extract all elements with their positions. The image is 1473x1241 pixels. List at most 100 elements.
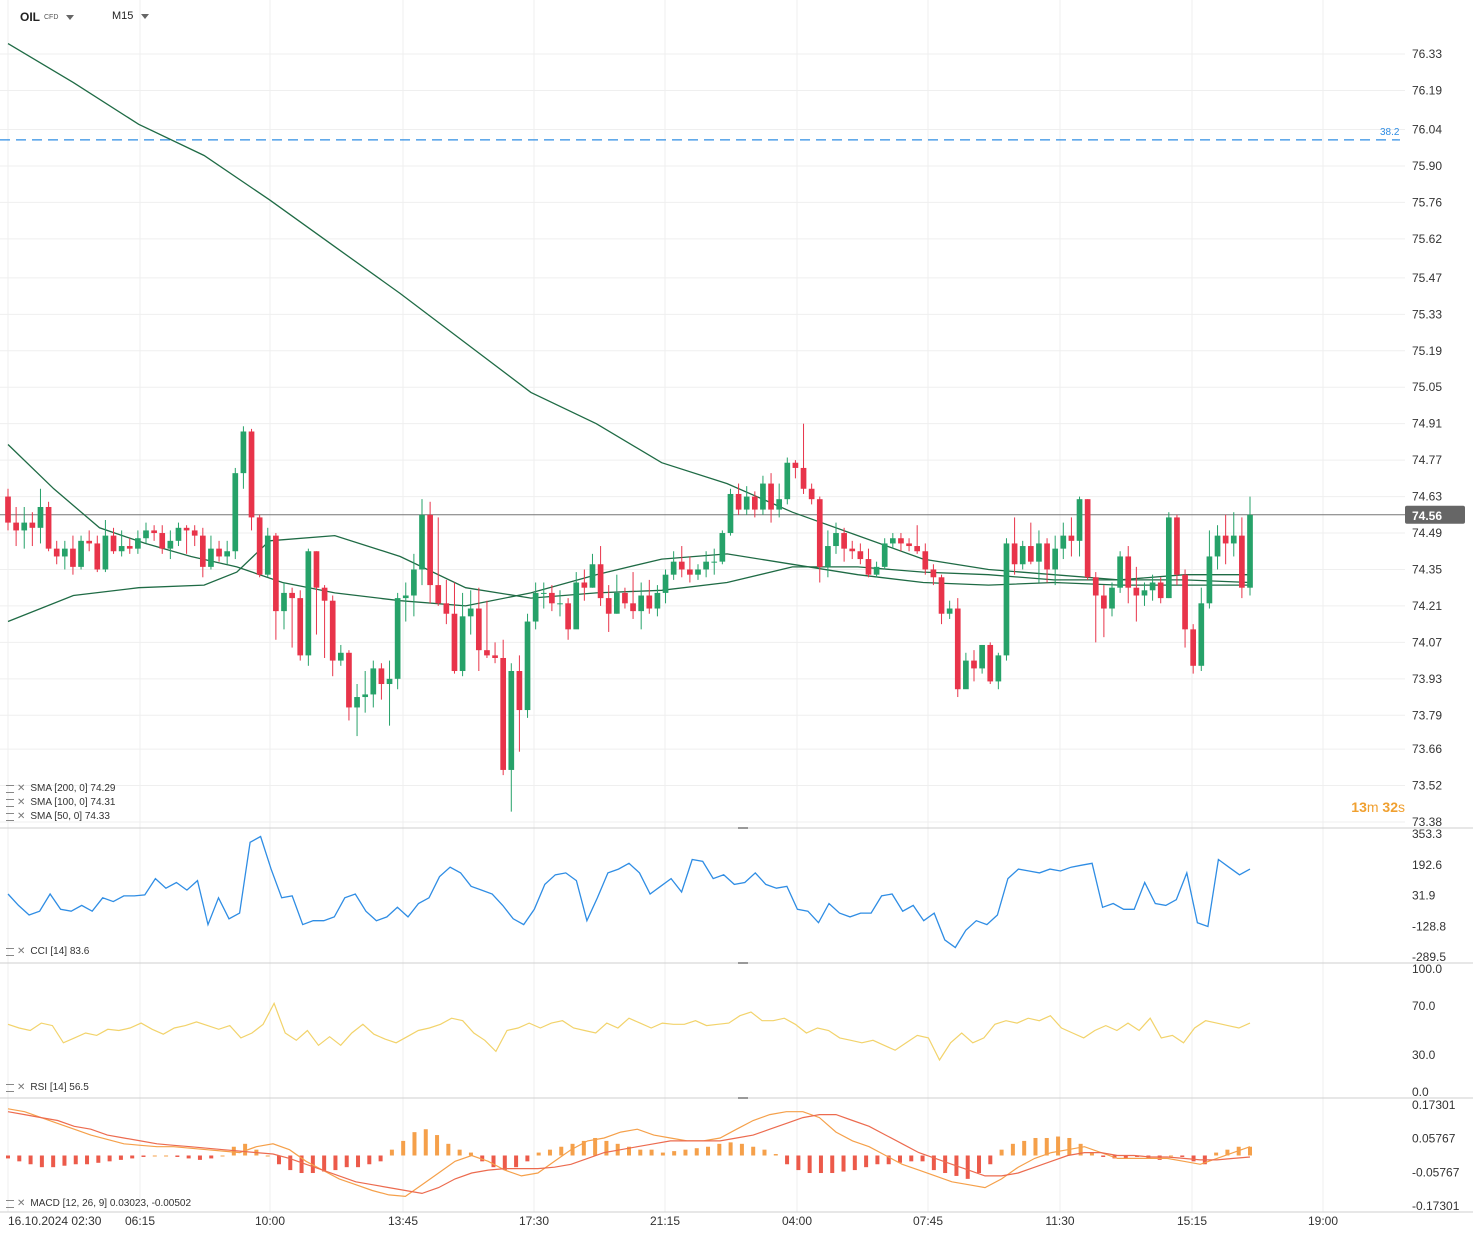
- sma50-line: [7, 534, 1250, 623]
- candle-up: [638, 595, 645, 612]
- timeframe-selector[interactable]: M15: [112, 10, 150, 22]
- price-tick-label: 73.66: [1412, 742, 1442, 756]
- candle-down: [1125, 556, 1132, 588]
- candle-up: [305, 551, 312, 656]
- time-tick-label: 19:00: [1308, 1214, 1338, 1228]
- macd-histogram-bar: [762, 1149, 767, 1156]
- menu-icon[interactable]: [6, 947, 14, 956]
- macd-histogram-bar: [1123, 1155, 1128, 1159]
- legend-sma100[interactable]: ✕ SMA [100, 0] 74.31: [6, 797, 115, 808]
- candle-down: [159, 533, 166, 549]
- candle-down: [313, 551, 320, 588]
- candle-up: [337, 652, 344, 661]
- candle-down: [492, 655, 498, 658]
- timeframe-label: M15: [112, 10, 134, 22]
- macd-histogram-bar: [547, 1149, 552, 1156]
- close-icon[interactable]: ✕: [17, 811, 26, 822]
- close-icon[interactable]: ✕: [17, 1082, 26, 1093]
- candle-down: [906, 543, 912, 547]
- menu-icon[interactable]: [6, 1083, 14, 1092]
- candle-down: [971, 660, 977, 669]
- candle-up: [784, 462, 791, 500]
- macd-histogram-bar: [1101, 1155, 1106, 1157]
- rsi-tick-label: 70.0: [1412, 999, 1436, 1013]
- pane-resize-handle[interactable]: [738, 962, 748, 964]
- candle-down: [110, 535, 117, 552]
- time-tick-label: 04:00: [782, 1214, 812, 1228]
- macd-histogram-bar: [785, 1155, 790, 1165]
- time-tick-label: 13:45: [388, 1214, 418, 1228]
- legend-rsi[interactable]: ✕ RSI [14] 56.5: [6, 1082, 89, 1093]
- pane-resize-handle[interactable]: [738, 1097, 748, 1099]
- close-icon[interactable]: ✕: [17, 946, 26, 957]
- macd-histogram-bar: [367, 1155, 372, 1165]
- candle-up: [711, 561, 718, 563]
- symbol-label: OIL: [20, 10, 40, 24]
- candle-up: [362, 694, 369, 698]
- candle-up: [411, 569, 417, 596]
- close-icon[interactable]: ✕: [17, 797, 26, 808]
- candle-up: [776, 499, 783, 510]
- macd-histogram-bar: [988, 1155, 993, 1165]
- macd-histogram-bar: [581, 1140, 586, 1156]
- menu-icon[interactable]: [6, 1199, 14, 1208]
- candle-up: [37, 506, 44, 528]
- timer-seconds: 32: [1382, 799, 1398, 815]
- macd-histogram-bar: [1056, 1136, 1061, 1156]
- candle-down: [484, 650, 490, 656]
- macd-histogram-bar: [570, 1143, 575, 1156]
- candle-up: [394, 598, 401, 679]
- macd-histogram-bar: [931, 1155, 936, 1171]
- legend-sma200-text: SMA [200, 0] 74.29: [30, 783, 116, 794]
- macd-histogram-bar: [796, 1155, 801, 1171]
- price-tick-label: 76.19: [1412, 83, 1442, 97]
- time-tick-label: 06:15: [125, 1214, 155, 1228]
- candle-down: [191, 530, 198, 536]
- candle-down: [1174, 517, 1180, 575]
- macd-histogram-bar: [672, 1151, 677, 1156]
- candle-down: [954, 608, 961, 690]
- legend-cci[interactable]: ✕ CCI [14] 83.6: [6, 946, 89, 957]
- price-tick-label: 74.63: [1412, 490, 1442, 504]
- price-tick-label: 74.49: [1412, 526, 1442, 540]
- candle-down: [329, 600, 336, 661]
- candle-down: [13, 522, 19, 531]
- candle-up: [719, 533, 726, 562]
- candle-down: [808, 488, 815, 500]
- candle-up: [524, 621, 531, 711]
- close-icon[interactable]: ✕: [17, 1198, 26, 1209]
- legend-sma200[interactable]: ✕ SMA [200, 0] 74.29: [6, 783, 115, 794]
- macd-histogram-bar: [739, 1143, 744, 1156]
- legend-macd[interactable]: ✕ MACD [12, 26, 9] 0.03023, -0.00502: [6, 1198, 191, 1209]
- candle-down: [45, 506, 52, 549]
- time-tick-label: 21:15: [650, 1214, 680, 1228]
- macd-histogram-bar: [243, 1143, 248, 1156]
- cci-tick-label: 353.3: [1412, 827, 1442, 841]
- legend-sma100-text: SMA [100, 0] 74.31: [30, 797, 116, 808]
- symbol-selector[interactable]: OIL CFD: [20, 10, 75, 24]
- candle-down: [475, 608, 482, 651]
- candle-down: [922, 551, 929, 570]
- macd-histogram-bar: [773, 1154, 778, 1156]
- menu-icon[interactable]: [6, 812, 14, 821]
- macd-histogram-bar: [220, 1155, 225, 1157]
- cci-tick-label: -289.5: [1412, 950, 1446, 964]
- macd-histogram-bar: [660, 1152, 665, 1156]
- macd-histogram-bar: [706, 1146, 711, 1156]
- legend-sma50[interactable]: ✕ SMA [50, 0] 74.33: [6, 811, 110, 822]
- macd-histogram-bar: [85, 1155, 90, 1165]
- pane-resize-handle[interactable]: [738, 827, 748, 829]
- candle-up: [727, 493, 734, 534]
- candle-down: [378, 668, 385, 685]
- candle-up: [889, 538, 896, 544]
- candle-down: [549, 592, 555, 604]
- menu-icon[interactable]: [6, 798, 14, 807]
- macd-histogram-bar: [1180, 1155, 1185, 1157]
- close-icon[interactable]: ✕: [17, 783, 26, 794]
- candle-up: [21, 522, 28, 531]
- menu-icon[interactable]: [6, 784, 14, 793]
- price-tick-label: 74.21: [1412, 599, 1442, 613]
- candle-down: [427, 514, 433, 586]
